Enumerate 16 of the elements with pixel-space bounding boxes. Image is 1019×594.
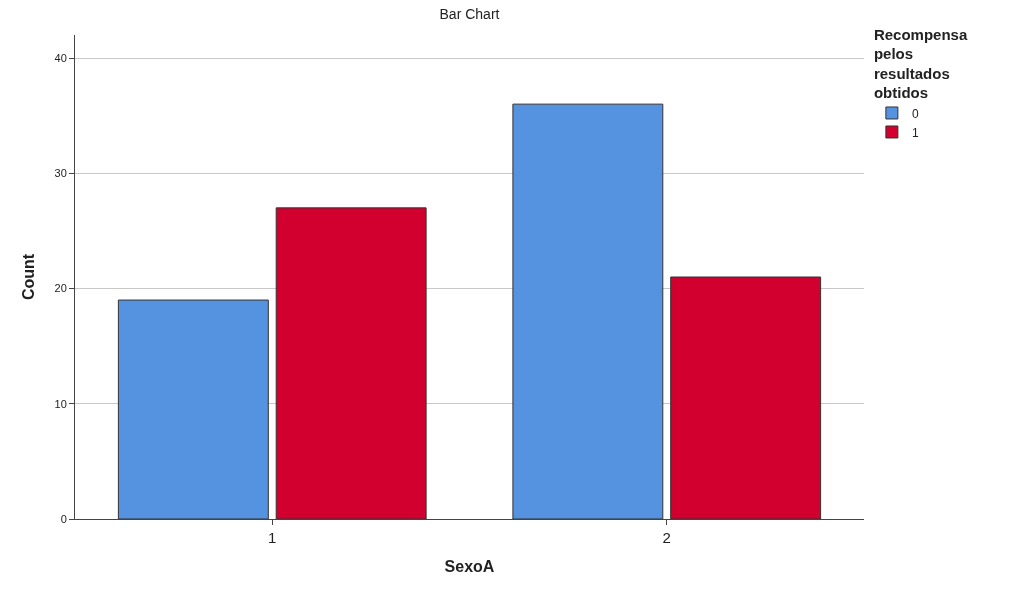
x-tick-label: 2 xyxy=(662,529,671,546)
bar xyxy=(670,276,822,519)
y-tick-label: 20 xyxy=(54,282,67,295)
y-tick-label: 0 xyxy=(60,512,67,525)
bar xyxy=(275,207,427,519)
y-tick-label: 10 xyxy=(54,397,67,410)
chart-title: Bar Chart xyxy=(439,5,500,22)
y-axis-title: Count xyxy=(20,253,38,301)
y-tick-label: 40 xyxy=(54,51,67,64)
bar xyxy=(512,103,664,519)
legend-label: 1 xyxy=(911,125,919,140)
bar xyxy=(117,299,269,519)
x-axis-title: SexoA xyxy=(444,557,495,575)
legend-label: 0 xyxy=(911,106,919,121)
legend-title: Recompensa pelos resultados obtidos xyxy=(873,25,968,102)
y-tick-label: 30 xyxy=(54,167,67,180)
